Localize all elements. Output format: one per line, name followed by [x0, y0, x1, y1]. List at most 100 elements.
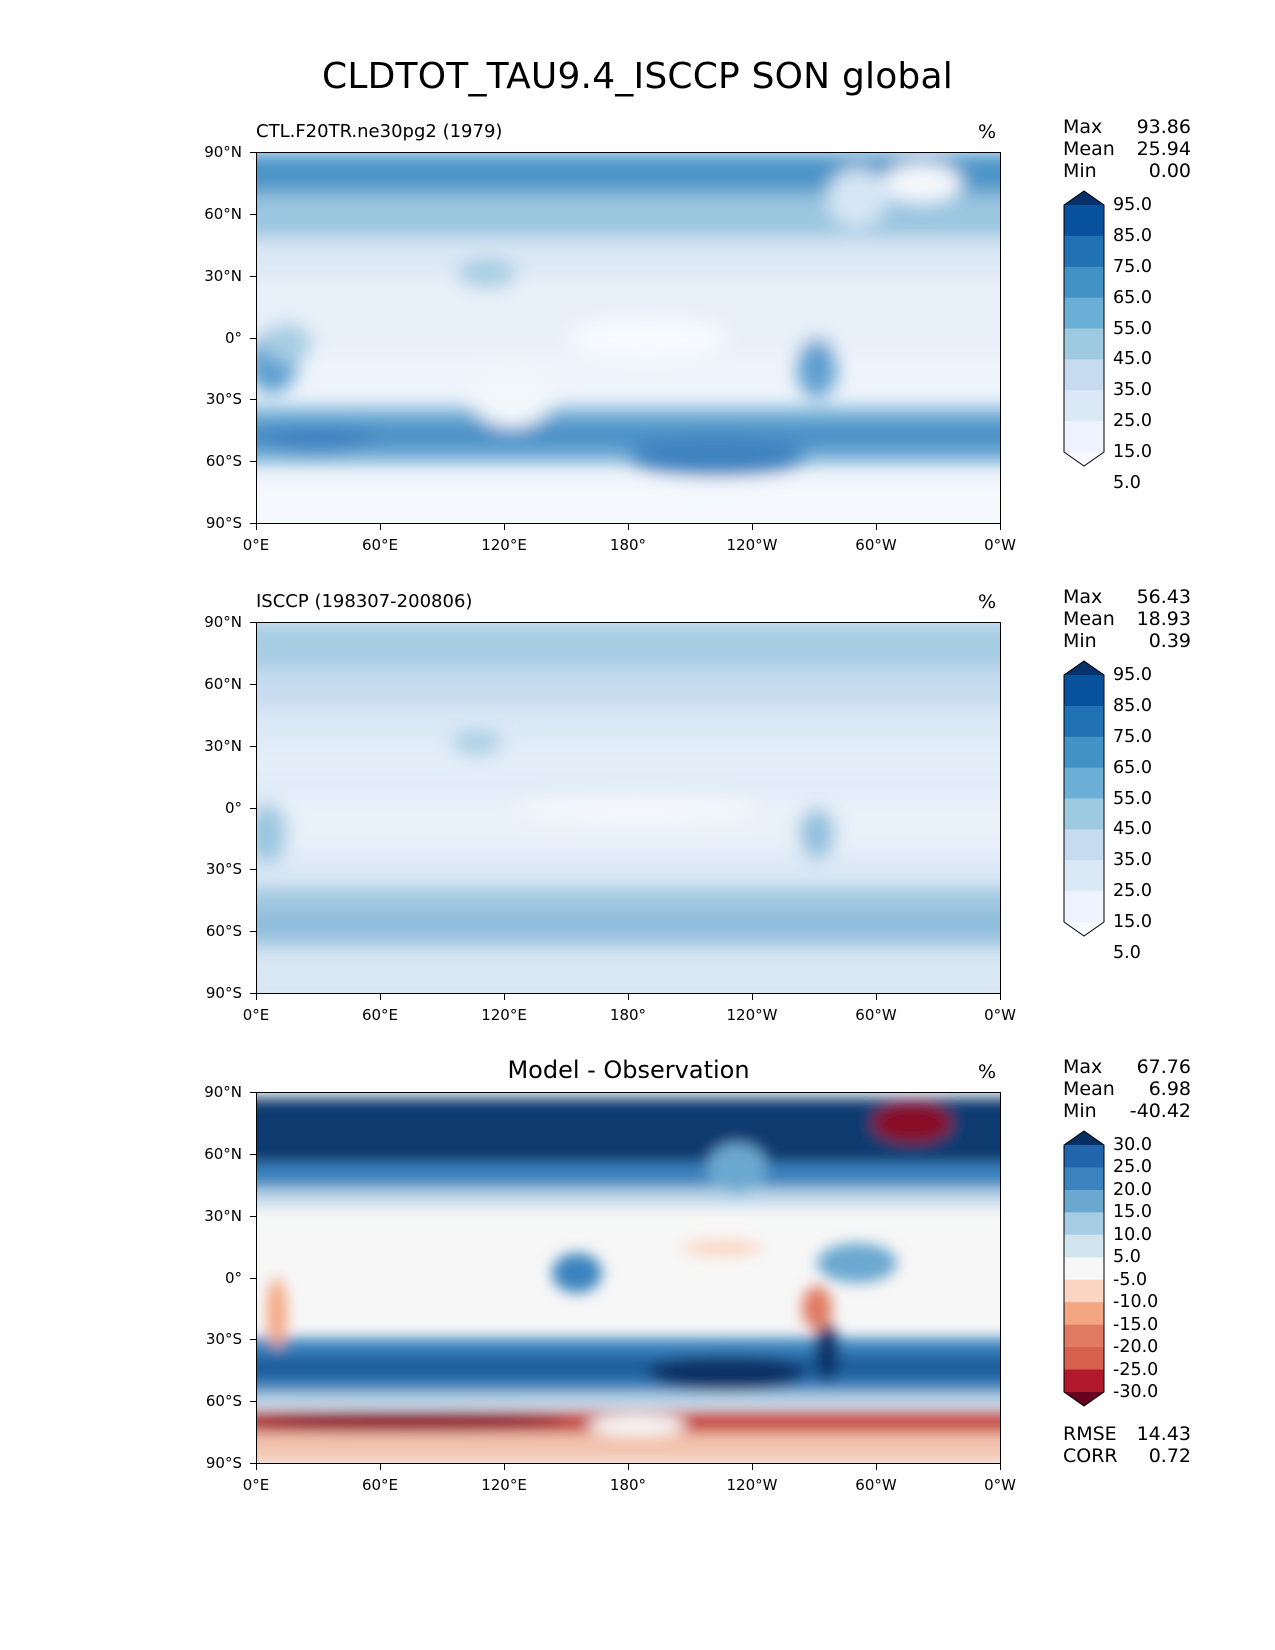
- colorbar-tick-label: -15.0: [1113, 1314, 1159, 1335]
- lon-tick-label: 60°W: [855, 536, 897, 554]
- lat-tick-mark: [250, 807, 256, 809]
- lon-tick-label: 120°E: [481, 536, 527, 554]
- colorbar-tick-label: -30.0: [1113, 1382, 1159, 1402]
- metric-label: RMSE: [1063, 1423, 1117, 1445]
- lon-tick-mark: [876, 994, 877, 1000]
- colorbar-segment: [1064, 767, 1104, 799]
- lat-tick-label: 90°N: [204, 143, 242, 161]
- colorbar-tick-label: 85.0: [1113, 695, 1152, 716]
- lat-tick-label: 60°S: [205, 1392, 242, 1411]
- stat-row: Max 93.86: [1063, 116, 1191, 138]
- colorbar-tick-label: 75.0: [1113, 726, 1152, 747]
- lat-tick-mark: [250, 683, 256, 685]
- stat-label: Mean: [1063, 1078, 1115, 1100]
- colorbar-segment: [1064, 390, 1104, 422]
- panel-title: Model - Observation: [507, 1056, 750, 1084]
- lat-tick-label: 30°N: [204, 266, 242, 285]
- colorbar-segment: [1064, 1257, 1104, 1281]
- lat-tick-label: 90°S: [205, 1454, 242, 1472]
- lat-tick-mark: [250, 461, 256, 463]
- stat-value: 0.39: [1148, 630, 1191, 652]
- colorbar-tick-label: 25.0: [1113, 1157, 1152, 1178]
- colorbar-tick-label: 15.0: [1113, 1202, 1152, 1223]
- lon-tick-mark: [256, 1464, 257, 1470]
- colorbar-tick-label: 95.0: [1113, 665, 1152, 685]
- lat-tick-mark: [250, 1215, 256, 1217]
- stat-row: Min -40.42: [1063, 1100, 1191, 1122]
- panel-title: ISCCP (198307-200806): [256, 591, 473, 612]
- colorbar-extend-max: [1064, 661, 1104, 675]
- metric-value: 14.43: [1136, 1423, 1191, 1445]
- lat-tick-mark: [250, 523, 256, 524]
- lon-tick-mark: [628, 1464, 629, 1470]
- model-panel: CTL.F20TR.ne30pg2 (1979) %: [0, 0, 1275, 554]
- colorbar-tick-label: 5.0: [1113, 1247, 1141, 1268]
- colorbar-tick-label: 5.0: [1113, 472, 1141, 493]
- stats-block: Max 93.86 Mean 25.94 Min 0.00: [1063, 116, 1191, 182]
- lon-tick-mark: [628, 994, 629, 1000]
- lat-tick-label: 60°S: [205, 922, 242, 941]
- colorbar-segment: [1064, 205, 1104, 237]
- lat-tick-label: 60°N: [204, 674, 242, 693]
- lat-tick-label: 0°: [224, 328, 242, 347]
- lon-tick-label: 0°E: [242, 1006, 270, 1024]
- lat-tick-mark: [250, 152, 256, 153]
- lon-tick-label: 120°W: [726, 536, 778, 554]
- colorbar-segment: [1064, 1167, 1104, 1191]
- colorbar-tick-label: 35.0: [1113, 380, 1152, 401]
- lat-tick-mark: [250, 1153, 256, 1155]
- lon-tick-mark: [876, 1464, 877, 1470]
- colorbar-tick-label: 45.0: [1113, 349, 1152, 370]
- stat-row: Max 56.43: [1063, 586, 1191, 608]
- colorbar-segment: [1064, 1189, 1104, 1213]
- colorbar-tick-label: 15.0: [1113, 442, 1152, 462]
- lon-tick-mark: [380, 994, 381, 1000]
- colorbar-segment: [1064, 1234, 1104, 1258]
- lat-tick-label: 0°: [224, 798, 242, 817]
- colorbar-segment: [1064, 1302, 1104, 1326]
- metric-row: RMSE 14.43: [1063, 1423, 1191, 1445]
- lat-tick-label: 30°N: [204, 736, 242, 755]
- lon-tick-mark: [504, 524, 505, 530]
- colorbar-extend-min: [1064, 452, 1104, 466]
- colorbar: [1063, 1130, 1105, 1407]
- stat-label: Min: [1063, 1100, 1097, 1122]
- lat-tick-label: 30°S: [205, 860, 242, 879]
- lon-tick-mark: [256, 524, 257, 530]
- colorbar-tick-label: 55.0: [1113, 318, 1152, 339]
- lon-tick-label: 60°E: [361, 1006, 399, 1024]
- colorbar-segment: [1064, 705, 1104, 738]
- lon-tick-label: 0°E: [242, 536, 270, 554]
- colorbar-segment: [1064, 1369, 1104, 1393]
- stat-value: 0.00: [1148, 160, 1191, 182]
- stats-block: Max 56.43 Mean 18.93 Min 0.39: [1063, 586, 1191, 652]
- lat-tick-mark: [250, 931, 256, 933]
- stat-row: Mean 25.94: [1063, 138, 1191, 160]
- colorbar-segment: [1064, 736, 1104, 769]
- lon-tick-label: 120°W: [726, 1476, 778, 1494]
- lat-tick-mark: [250, 1401, 256, 1403]
- stat-label: Min: [1063, 160, 1097, 182]
- metric-row: CORR 0.72: [1063, 1445, 1191, 1467]
- lat-tick-mark: [250, 1092, 256, 1093]
- observation-panel: ISCCP (198307-200806) % 90°N 60°N 30°N 0° 30…: [0, 470, 1275, 1024]
- units-label: %: [978, 121, 997, 143]
- lon-tick-mark: [256, 994, 257, 1000]
- colorbar-segment: [1064, 235, 1104, 268]
- difference-map: [256, 1092, 1001, 1464]
- lon-tick-label: 120°W: [726, 1006, 778, 1024]
- colorbar-tick-label: 75.0: [1113, 256, 1152, 277]
- colorbar-tick-label: -25.0: [1113, 1359, 1159, 1380]
- lon-tick-label: 60°W: [855, 1006, 897, 1024]
- lat-tick-mark: [250, 745, 256, 747]
- stat-row: Min 0.00: [1063, 160, 1191, 182]
- lon-tick-mark: [752, 524, 753, 530]
- lat-tick-mark: [250, 1339, 256, 1341]
- stat-row: Mean 6.98: [1063, 1078, 1191, 1100]
- lat-tick-label: 30°N: [204, 1206, 242, 1225]
- lat-tick-mark: [250, 993, 256, 994]
- lon-tick-label: 0°W: [984, 1006, 1016, 1024]
- colorbar: [1063, 190, 1105, 467]
- colorbar-segment: [1064, 1347, 1104, 1371]
- colorbar-tick-label: -5.0: [1113, 1269, 1148, 1290]
